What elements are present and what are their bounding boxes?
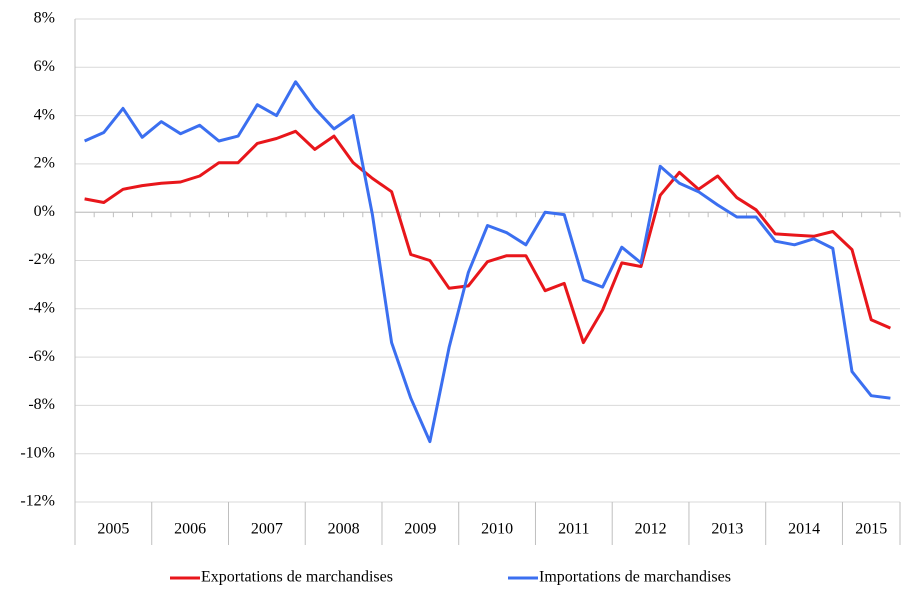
series-line <box>84 129 892 345</box>
x-tick-label: 2012 <box>635 521 667 538</box>
x-tick-label: 2013 <box>711 521 743 538</box>
x-tick-label: 2010 <box>481 521 513 538</box>
x-tick-label: 2014 <box>788 521 820 538</box>
y-tick-label: -6% <box>28 348 55 365</box>
y-tick-label: 2% <box>34 155 55 172</box>
x-tick-label: 2006 <box>174 521 206 538</box>
y-tick-label: -4% <box>28 299 55 316</box>
x-tick-label: 2009 <box>404 521 436 538</box>
y-tick-label: 4% <box>34 106 55 123</box>
y-tick-label: -2% <box>28 251 55 268</box>
y-tick-label: -10% <box>20 444 55 461</box>
series-line <box>83 80 891 444</box>
y-tick-label: -12% <box>20 493 55 510</box>
x-tick-label: 2008 <box>328 521 360 538</box>
x-tick-label: 2011 <box>558 521 589 538</box>
y-tick-label: 6% <box>34 58 55 75</box>
x-tick-label: 2015 <box>855 521 887 538</box>
x-tick-label: 2005 <box>97 521 129 538</box>
legend-label: Exportations de marchandises <box>201 569 393 586</box>
y-tick-label: 8% <box>34 10 55 27</box>
y-tick-label: 0% <box>34 203 55 220</box>
x-tick-label: 2007 <box>251 521 283 538</box>
legend-label: Importations de marchandises <box>539 569 731 586</box>
y-tick-label: -8% <box>28 396 55 413</box>
